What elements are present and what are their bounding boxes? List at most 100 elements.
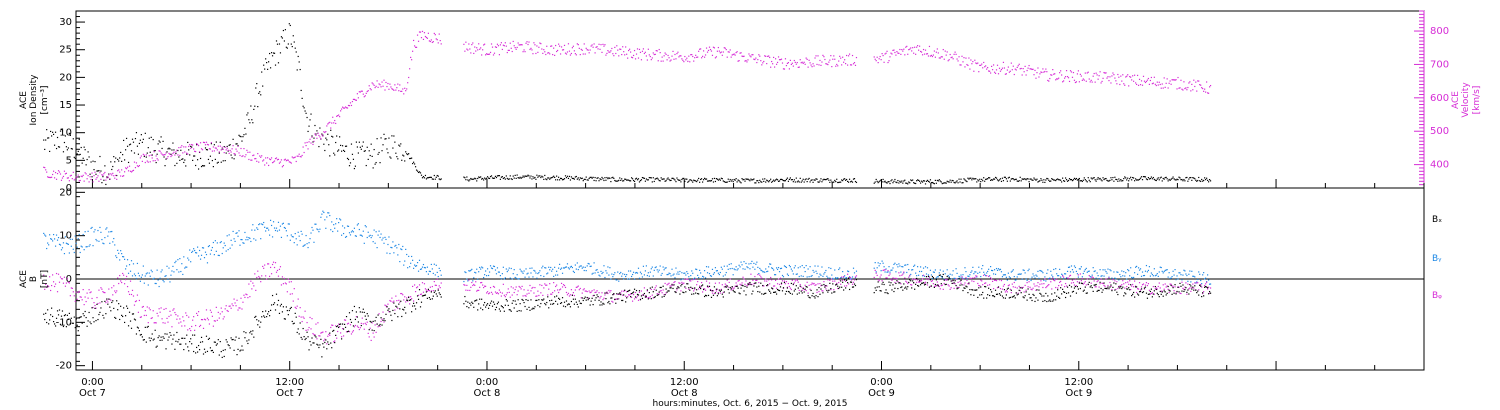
ion-density-point — [716, 178, 718, 180]
solar-wind-velocity-point — [990, 72, 992, 74]
bz-component-point — [471, 281, 473, 284]
solar-wind-velocity-point — [479, 48, 481, 50]
bz-component-point — [104, 292, 106, 294]
solar-wind-velocity-point — [1027, 67, 1029, 69]
bx-component-point — [181, 337, 183, 339]
solar-wind-velocity-point — [1116, 83, 1118, 85]
bz-component-point — [557, 289, 559, 291]
ion-density-point — [796, 181, 798, 183]
bz-component-point — [340, 336, 343, 338]
by-component-point — [655, 266, 657, 268]
ion-density-point — [1102, 177, 1104, 179]
by-component-point — [139, 280, 141, 282]
bz-component-point — [382, 311, 384, 313]
by-component-point — [231, 244, 233, 246]
solar-wind-velocity-point — [400, 90, 402, 92]
ion-density-point — [955, 181, 957, 183]
bz-component-point — [155, 322, 157, 324]
by-component-point — [1061, 273, 1063, 275]
by-component-point — [520, 270, 522, 272]
ion-density-point — [524, 175, 526, 177]
solar-wind-velocity-point — [990, 65, 993, 67]
by-component-point — [877, 262, 879, 264]
bz-component-point — [333, 341, 335, 343]
ion-density-point — [952, 180, 954, 182]
solar-wind-velocity-point — [772, 63, 774, 65]
bz-component-point — [963, 284, 965, 286]
solar-wind-velocity-point — [1204, 88, 1206, 90]
by-component-point — [115, 255, 117, 257]
by-component-point — [696, 268, 698, 271]
bz-component-point — [276, 269, 279, 272]
by-component-point — [1155, 274, 1157, 276]
bz-component-point — [493, 286, 496, 288]
by-component-point — [254, 229, 256, 231]
by-component-point — [946, 269, 948, 271]
by-component-point — [978, 266, 980, 268]
ion-density-point — [1122, 180, 1124, 182]
ion-density-point — [440, 178, 442, 180]
ion-density-point — [923, 180, 926, 182]
by-component-point — [263, 221, 265, 224]
ion-density-point — [229, 144, 231, 146]
ion-density-point — [192, 159, 194, 161]
ion-density-point — [681, 178, 683, 181]
ion-density-point — [627, 179, 629, 181]
ion-density-point — [808, 177, 810, 180]
bz-component-point — [99, 302, 101, 304]
by-component-point — [265, 230, 267, 232]
bz-component-point — [52, 281, 55, 283]
solar-wind-velocity-point — [127, 170, 130, 172]
by-component-point — [808, 276, 810, 278]
bx-component-point — [228, 344, 230, 347]
by-component-point — [332, 230, 334, 233]
ion-density-point — [245, 133, 247, 135]
bz-component-point — [630, 296, 633, 298]
ion-density-point — [1090, 177, 1092, 179]
ion-density-point — [356, 146, 358, 148]
by-component-point — [880, 270, 882, 272]
bz-component-point — [162, 322, 164, 324]
solar-wind-velocity-point — [1161, 83, 1163, 85]
ion-density-point — [712, 181, 715, 183]
ion-density-point — [280, 36, 283, 38]
by-component-point — [1014, 279, 1016, 281]
bz-component-point — [496, 292, 499, 294]
bz-component-point — [559, 288, 562, 290]
by-component-point — [224, 244, 226, 247]
solar-wind-velocity-point — [1065, 70, 1068, 72]
solar-wind-velocity-point — [163, 154, 165, 156]
solar-wind-velocity-point — [661, 56, 663, 58]
by-component-point — [612, 276, 614, 278]
by-component-point — [261, 223, 263, 225]
solar-wind-velocity-point — [120, 175, 122, 177]
by-component-point — [618, 280, 620, 282]
solar-wind-velocity-point — [79, 179, 81, 182]
bz-component-point — [967, 283, 969, 285]
bz-component-point — [320, 332, 322, 334]
bx-component-point — [240, 349, 242, 351]
solar-wind-velocity-point — [984, 66, 986, 68]
by-component-point — [379, 236, 381, 239]
solar-wind-velocity-point — [288, 161, 290, 163]
ion-density-point — [1116, 178, 1118, 181]
solar-wind-velocity-point — [107, 176, 109, 178]
by-component-point — [545, 267, 547, 269]
ion-density-point — [184, 159, 186, 161]
ion-density-point — [476, 180, 478, 182]
ion-density-point — [977, 179, 979, 181]
by-component-point — [201, 247, 204, 249]
by-component-point — [108, 231, 110, 233]
ion-density-point — [526, 175, 528, 177]
bz-component-point — [844, 285, 846, 287]
by-component-point — [58, 243, 61, 245]
bfield-tick-label: -10 — [56, 317, 72, 328]
by-component-point — [472, 280, 474, 282]
by-component-point — [176, 269, 178, 271]
solar-wind-velocity-point — [130, 171, 133, 173]
bz-component-point — [1108, 277, 1110, 279]
by-component-point — [368, 235, 370, 237]
ion-density-point — [345, 145, 348, 147]
by-component-point — [1165, 269, 1167, 271]
ion-density-point — [285, 46, 287, 48]
